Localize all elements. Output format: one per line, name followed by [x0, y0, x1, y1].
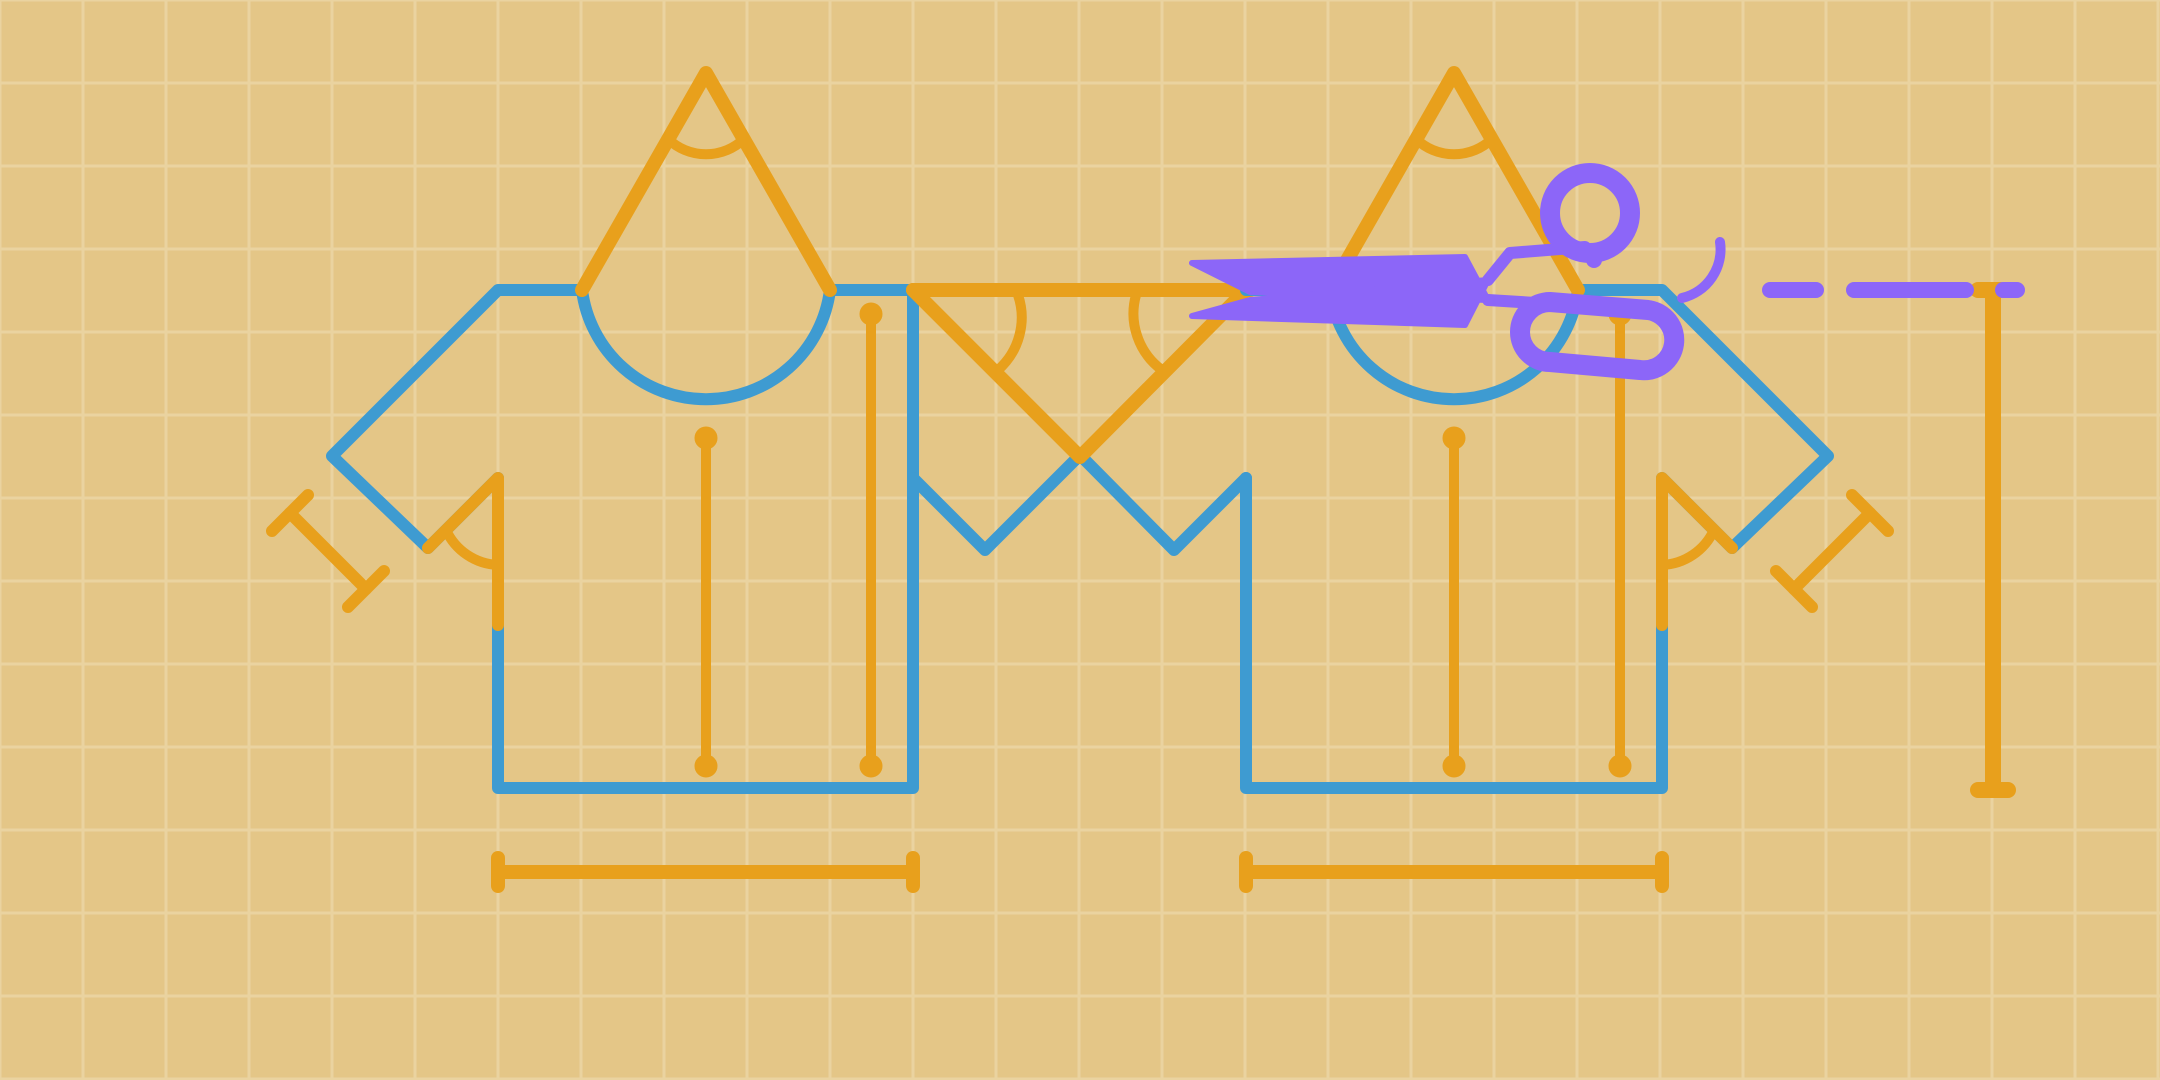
scissors-lower-handle-ring	[1510, 292, 1685, 381]
right-shirt-center-measure	[1442, 426, 1466, 778]
left-shirt-side-measure	[859, 302, 883, 778]
right-shirt-sleeve-arc	[1657, 525, 1719, 570]
left-shirt-sleeve-seam	[422, 472, 504, 631]
t-shirt-front-pattern	[266, 66, 920, 893]
right-shirt-neck-triangle	[1323, 66, 1585, 297]
left-shirt-neck-angle-arc	[663, 134, 749, 160]
center-zigzag	[906, 283, 1257, 556]
t-shirt-back-pattern	[1239, 66, 1894, 893]
right-shirt-sleeve-seam	[1656, 472, 1738, 631]
scissors-cut-arc	[1677, 237, 1726, 303]
left-shirt-center-measure	[694, 426, 718, 778]
left-shirt-width-measure	[491, 851, 920, 893]
center-fold-guide	[906, 283, 1253, 464]
left-shirt-sleeve-arc	[441, 525, 503, 570]
left-shirt-sleeve-guide	[266, 489, 390, 613]
left-shirt-neck-triangle	[575, 66, 837, 297]
right-shirt-sleeve-guide	[1770, 489, 1894, 613]
right-shirt-neck-angle-arc	[1411, 134, 1497, 160]
scissors-icon	[1189, 163, 1726, 381]
center-fold-arcs	[993, 290, 1167, 375]
right-shirt-width-measure	[1239, 851, 1669, 893]
